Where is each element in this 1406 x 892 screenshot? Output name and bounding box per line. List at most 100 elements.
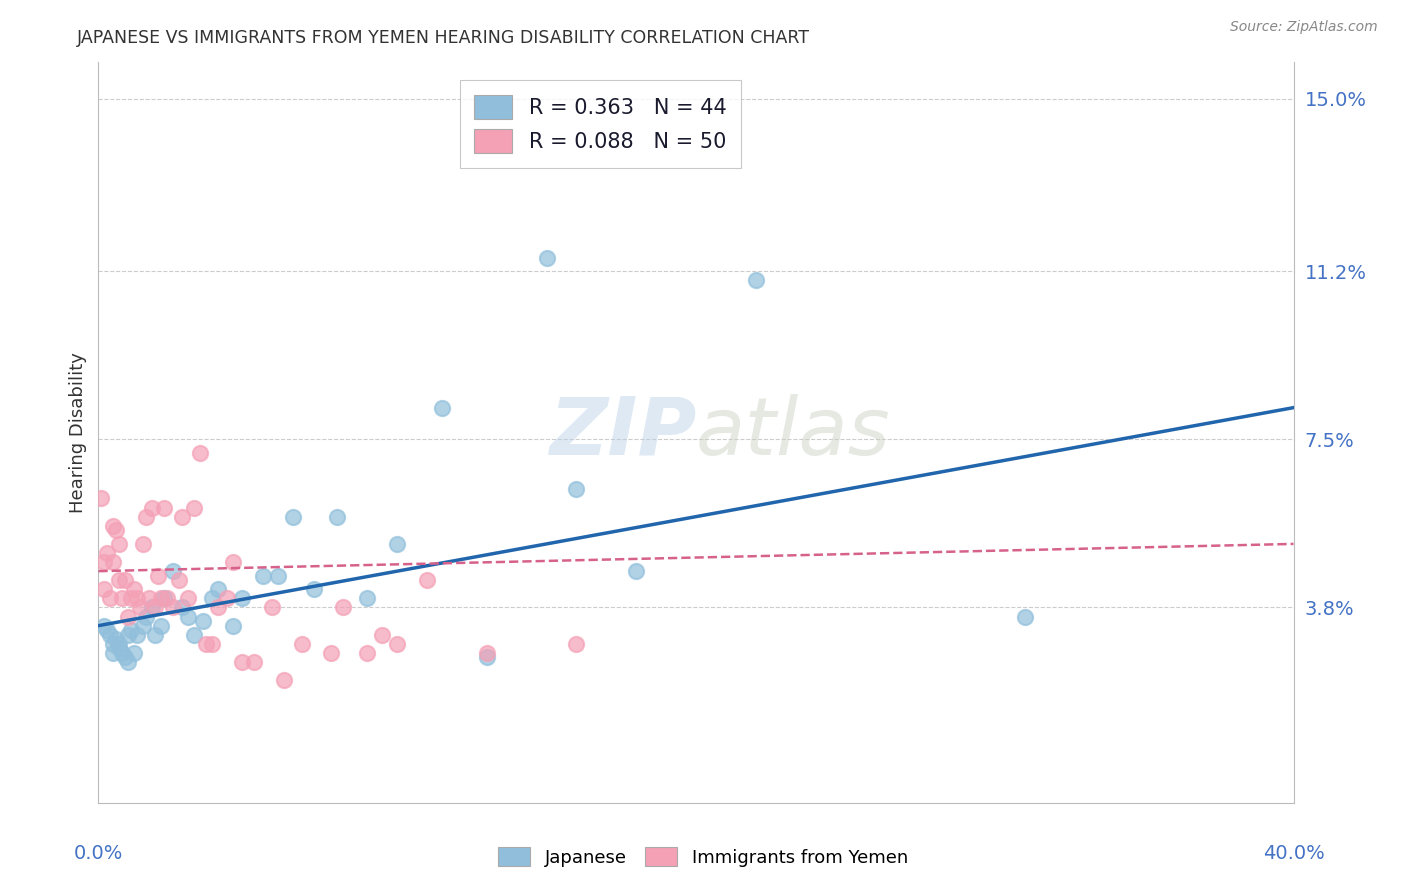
Point — [93, 555, 115, 569]
Legend: R = 0.363   N = 44, R = 0.088   N = 50: R = 0.363 N = 44, R = 0.088 N = 50 — [460, 80, 741, 168]
Point — [536, 251, 558, 265]
Point — [356, 646, 378, 660]
Point — [127, 591, 149, 606]
Point — [385, 537, 409, 551]
Text: Source: ZipAtlas.com: Source: ZipAtlas.com — [1230, 20, 1378, 34]
Point — [222, 618, 245, 632]
Point — [120, 624, 142, 638]
Point — [90, 491, 112, 506]
Point — [273, 673, 295, 688]
Point — [120, 591, 142, 606]
Point — [281, 509, 304, 524]
Point — [108, 573, 131, 587]
Point — [260, 600, 283, 615]
Point — [96, 546, 118, 560]
Point — [117, 628, 139, 642]
Point — [153, 500, 176, 515]
Point — [148, 568, 170, 582]
Y-axis label: Hearing Disability: Hearing Disability — [69, 352, 87, 513]
Point — [132, 618, 155, 632]
Point — [243, 655, 266, 669]
Point — [141, 500, 163, 515]
Point — [108, 641, 131, 656]
Text: JAPANESE VS IMMIGRANTS FROM YEMEN HEARING DISABILITY CORRELATION CHART: JAPANESE VS IMMIGRANTS FROM YEMEN HEARIN… — [77, 29, 810, 46]
Point — [114, 650, 136, 665]
Point — [124, 582, 146, 597]
Point — [195, 637, 218, 651]
Point — [96, 624, 118, 638]
Point — [626, 564, 648, 578]
Point — [416, 573, 439, 587]
Point — [93, 582, 115, 597]
Point — [207, 600, 229, 615]
Point — [143, 600, 166, 615]
Point — [565, 637, 588, 651]
Point — [332, 600, 354, 615]
Point — [252, 568, 274, 582]
Point — [162, 564, 184, 578]
Text: atlas: atlas — [696, 393, 891, 472]
Point — [430, 401, 453, 415]
Point — [745, 273, 768, 287]
Point — [111, 591, 134, 606]
Text: ZIP: ZIP — [548, 393, 696, 472]
Point — [183, 628, 205, 642]
Point — [117, 655, 139, 669]
Point — [141, 600, 163, 615]
Point — [565, 483, 588, 497]
Point — [172, 509, 194, 524]
Point — [156, 591, 179, 606]
Point — [153, 591, 176, 606]
Legend: Japanese, Immigrants from Yemen: Japanese, Immigrants from Yemen — [491, 840, 915, 874]
Point — [177, 609, 200, 624]
Point — [475, 646, 498, 660]
Point — [302, 582, 325, 597]
Point — [103, 518, 125, 533]
Point — [1014, 609, 1036, 624]
Point — [127, 628, 149, 642]
Point — [93, 618, 115, 632]
Point — [105, 523, 128, 537]
Point — [201, 637, 224, 651]
Point — [188, 446, 211, 460]
Text: 40.0%: 40.0% — [1263, 845, 1324, 863]
Point — [150, 591, 173, 606]
Point — [231, 591, 253, 606]
Point — [356, 591, 378, 606]
Point — [267, 568, 290, 582]
Point — [108, 637, 131, 651]
Point — [150, 618, 173, 632]
Point — [321, 646, 343, 660]
Point — [167, 573, 190, 587]
Point — [222, 555, 245, 569]
Point — [138, 591, 160, 606]
Point — [111, 646, 134, 660]
Point — [103, 637, 125, 651]
Point — [135, 509, 157, 524]
Point — [172, 600, 194, 615]
Point — [114, 573, 136, 587]
Point — [143, 628, 166, 642]
Point — [291, 637, 314, 651]
Point — [215, 591, 238, 606]
Point — [475, 650, 498, 665]
Point — [326, 509, 349, 524]
Point — [201, 591, 224, 606]
Point — [231, 655, 253, 669]
Point — [135, 609, 157, 624]
Point — [98, 591, 122, 606]
Point — [117, 609, 139, 624]
Point — [124, 646, 146, 660]
Point — [108, 537, 131, 551]
Point — [191, 614, 214, 628]
Point — [385, 637, 409, 651]
Point — [129, 600, 152, 615]
Point — [132, 537, 155, 551]
Point — [162, 600, 184, 615]
Point — [103, 646, 125, 660]
Text: 0.0%: 0.0% — [73, 845, 124, 863]
Point — [371, 628, 394, 642]
Point — [177, 591, 200, 606]
Point — [183, 500, 205, 515]
Point — [103, 555, 125, 569]
